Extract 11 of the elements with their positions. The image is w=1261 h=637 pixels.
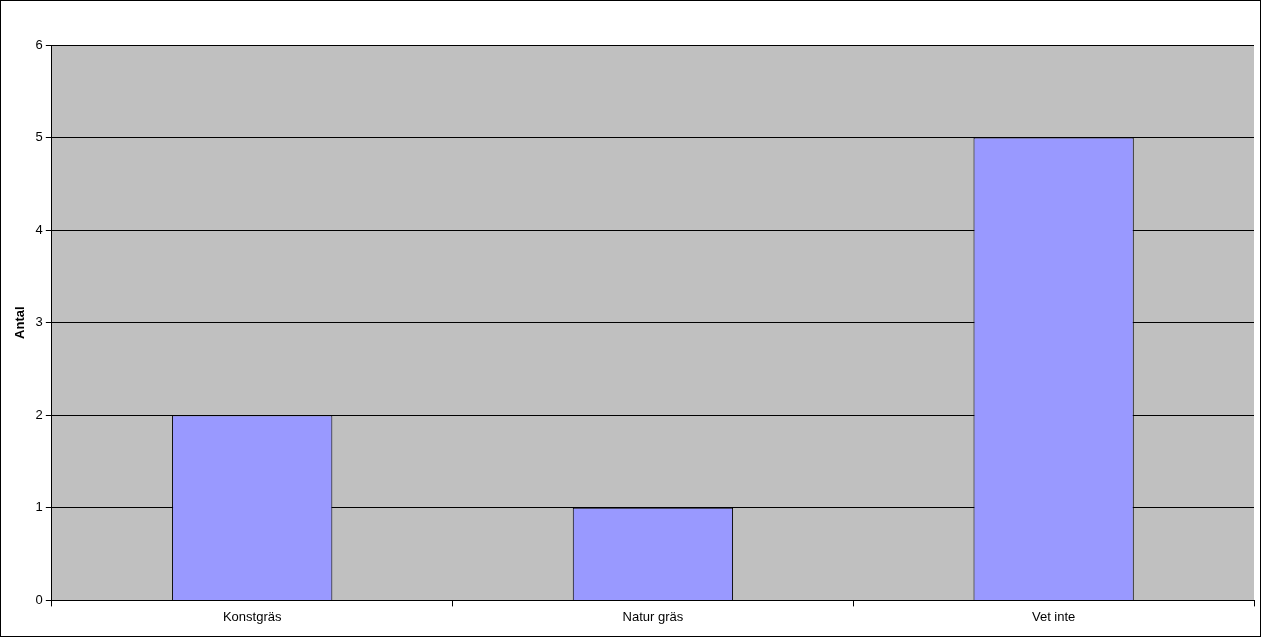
y-tick-label: 2 (35, 406, 43, 422)
y-tick-label: 3 (35, 314, 43, 330)
y-tick-label: 6 (35, 36, 43, 52)
y-tick-label: 4 (35, 221, 43, 237)
y-tick-label: 1 (35, 499, 43, 515)
y-tick-label: 5 (35, 129, 43, 145)
y-axis-title: Antal (12, 306, 28, 339)
x-tick-label: Natur gräs (622, 608, 684, 624)
x-tick-label: Vet inte (1031, 608, 1076, 624)
y-tick-label: 0 (35, 591, 43, 607)
x-tick-label: Konstgräs (222, 608, 282, 624)
